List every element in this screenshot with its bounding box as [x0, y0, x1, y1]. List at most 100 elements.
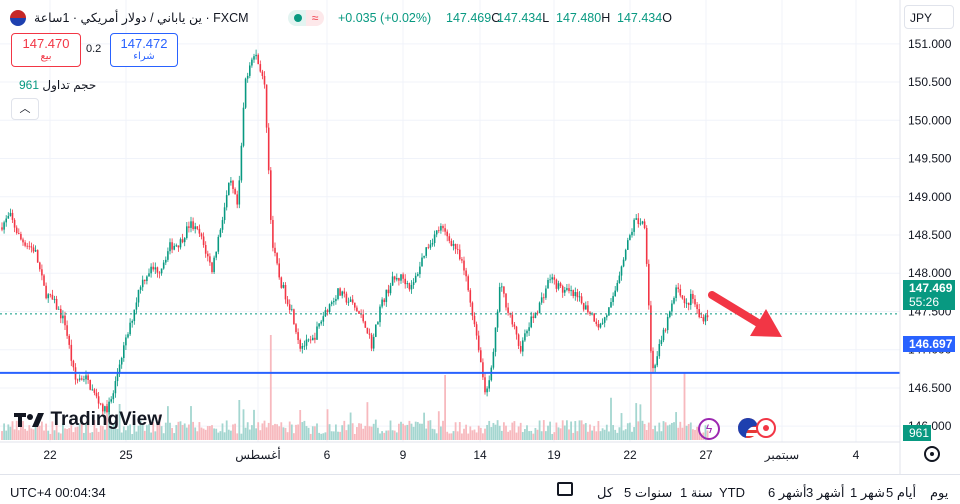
- candle: [196, 226, 199, 231]
- sell-button[interactable]: 147.470 بيع: [11, 33, 81, 67]
- timeframe-button[interactable]: 5 سنوات: [624, 485, 673, 500]
- y-tick-label: 151.000: [908, 37, 952, 51]
- volume-bar: [97, 431, 100, 440]
- candle: [639, 218, 642, 226]
- candle: [53, 295, 56, 304]
- volume-bar: [83, 432, 85, 440]
- candle: [209, 253, 211, 266]
- timeframe-button[interactable]: 5 أيام: [886, 485, 917, 500]
- volume-bar: [87, 421, 89, 440]
- volume-bar: [601, 428, 604, 440]
- symbol-title[interactable]: ين ياباني / دولار أمريكي · 1ساعة · FXCM: [34, 11, 249, 25]
- arrow-annotation[interactable]: [708, 291, 782, 337]
- candle: [156, 266, 159, 278]
- volume-bar: [219, 431, 222, 440]
- candle: [440, 223, 442, 234]
- candle: [549, 274, 551, 284]
- candle: [593, 312, 595, 322]
- price-chart[interactable]: 151.000 150.500 150.000 149.500 149.000 148.5…: [0, 0, 960, 474]
- us-flag-icon[interactable]: [738, 418, 758, 438]
- volume-bar: [442, 420, 444, 440]
- volume-bar: [568, 429, 570, 440]
- volume-bar: [463, 428, 465, 440]
- volume-bar: [320, 433, 323, 440]
- timeframe-button[interactable]: 1 سنة: [680, 485, 713, 500]
- timeframe-button[interactable]: 1 شهر: [850, 485, 885, 500]
- timeframe-button[interactable]: YTD: [719, 485, 745, 500]
- candle: [225, 190, 228, 211]
- volume-bar: [122, 426, 125, 440]
- settings-icon[interactable]: [924, 446, 940, 462]
- market-badge[interactable]: ≈: [306, 10, 324, 26]
- timezone-label[interactable]: UTC+4 00:04:34: [10, 485, 106, 500]
- lightning-icon[interactable]: ϟ: [698, 418, 720, 440]
- volume-bar: [402, 423, 404, 440]
- candle: [694, 295, 696, 308]
- volume-bar: [301, 422, 304, 440]
- candle: [293, 308, 295, 325]
- candle: [696, 302, 698, 315]
- tradingview-logo[interactable]: TradingView: [14, 409, 162, 431]
- candle: [610, 297, 612, 309]
- currency-selector[interactable]: JPY: [904, 5, 954, 29]
- volume-bar: [209, 426, 211, 440]
- candle: [599, 322, 602, 329]
- candle: [190, 216, 192, 233]
- volume-bar: [471, 430, 474, 440]
- volume-bar: [599, 431, 602, 440]
- candle: [154, 262, 157, 274]
- volume-bar: [406, 424, 409, 440]
- candle: [446, 229, 448, 242]
- candle: [244, 77, 247, 109]
- candle: [358, 310, 360, 314]
- volume-bar: [410, 423, 413, 440]
- volume-bar: [89, 432, 92, 440]
- volume-bar: [99, 425, 102, 440]
- candle: [217, 234, 220, 255]
- buy-button[interactable]: 147.472 شراء: [110, 33, 178, 67]
- candle: [597, 319, 600, 331]
- volume-bar: [647, 422, 650, 440]
- candle: [687, 302, 690, 311]
- candle: [650, 300, 652, 353]
- timeframe-button[interactable]: 3 أشهر: [806, 485, 845, 500]
- volume-bar: [9, 426, 12, 440]
- candle: [370, 332, 373, 352]
- candle: [9, 208, 12, 217]
- volume-bar: [458, 422, 461, 440]
- record-icon[interactable]: [756, 418, 776, 438]
- volume-bar: [440, 426, 442, 440]
- candle: [55, 295, 58, 310]
- volume-bar: [513, 421, 516, 440]
- candle: [452, 240, 455, 251]
- volume-bar: [118, 403, 121, 440]
- volume-bar: [341, 425, 344, 440]
- candle: [303, 340, 306, 350]
- line-price-tag[interactable]: 146.697: [903, 336, 955, 352]
- candle: [620, 265, 623, 281]
- volume-bar: [347, 424, 350, 440]
- timeframe-button[interactable]: 6 أشهر: [768, 485, 807, 500]
- candle: [102, 402, 104, 415]
- candle: [337, 287, 339, 301]
- timeframe-button[interactable]: يوم: [930, 485, 949, 500]
- volume-bar: [72, 432, 75, 440]
- volume-bar: [53, 430, 56, 440]
- x-tick-label: أغسطس: [235, 447, 280, 462]
- candle: [106, 403, 108, 413]
- candle: [34, 245, 37, 253]
- volume-bar: [503, 422, 505, 440]
- volume-bar: [618, 427, 621, 440]
- volume-bar: [517, 426, 520, 440]
- candle: [24, 240, 26, 248]
- volume-bar: [360, 423, 362, 440]
- volume-bar: [307, 427, 310, 440]
- calendar-icon[interactable]: [557, 482, 573, 496]
- timeframe-button[interactable]: كل: [597, 485, 614, 500]
- collapse-button[interactable]: ︿: [11, 98, 39, 120]
- candle: [492, 348, 495, 370]
- candle: [507, 302, 509, 316]
- volume-bar: [303, 420, 306, 440]
- candle: [547, 277, 549, 289]
- volume-bar: [116, 428, 119, 440]
